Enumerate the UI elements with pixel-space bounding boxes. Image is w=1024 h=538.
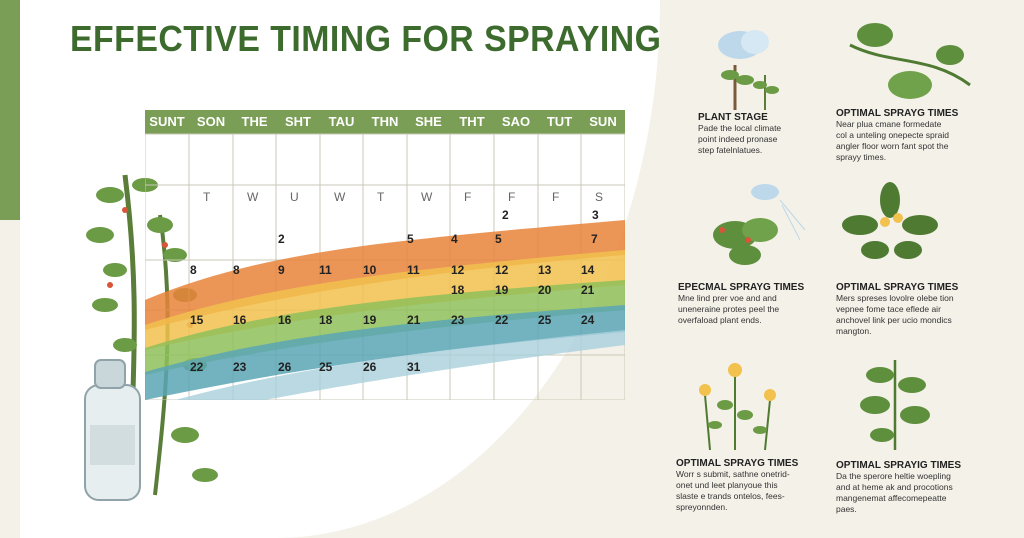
- calendar-day: 21: [407, 313, 421, 327]
- calendar-day: 12: [451, 263, 465, 277]
- calendar-day: 11: [319, 263, 332, 277]
- panel-epecmal: EPECMAL SPRAYG TIMES Mne lind prer voe a…: [678, 282, 828, 326]
- weekday-letter: S: [595, 190, 604, 204]
- header-day-9: SAO: [501, 114, 531, 129]
- calendar-day: 16: [278, 313, 292, 327]
- calendar-day: 2: [502, 208, 509, 222]
- panel-optimal-2: OPTIMAL SPRAYG TIMES Mers spreses lovolr…: [836, 282, 1011, 337]
- panel-title: PLANT STAGE: [698, 112, 768, 123]
- header-day-10: TUT: [546, 114, 573, 129]
- calendar-day: 14: [581, 263, 595, 277]
- weekday-letter: T: [203, 190, 211, 204]
- weekday-letter: W: [421, 190, 433, 204]
- calendar-day: 18: [319, 313, 333, 327]
- panel-text: Mers spreses lovolre olebe tion vepnee f…: [836, 293, 954, 336]
- weekday-letter: F: [508, 190, 516, 204]
- calendar-grid: [145, 110, 625, 400]
- calendar-day: 19: [495, 283, 509, 297]
- panel-title: OPTIMAL SPRAYG TIMES: [836, 282, 959, 293]
- header-day-7: SHE: [415, 114, 442, 129]
- weekday-letter: W: [247, 190, 259, 204]
- panel-title: EPECMAL SPRAYG TIMES: [678, 282, 805, 293]
- weekday-letter: F: [552, 190, 560, 204]
- calendar-day: 25: [319, 360, 333, 374]
- panel-title: OPTIMAL SPRAYIG TIMES: [836, 460, 962, 471]
- calendar-day: 2: [278, 232, 285, 246]
- calendar-day: 20: [538, 283, 552, 297]
- panel-text: Da the sperore heltie woepling and at he…: [836, 471, 953, 514]
- weekday-letter: T: [377, 190, 385, 204]
- header-day-1: SUNT: [149, 114, 185, 129]
- calendar-day: 18: [451, 283, 465, 297]
- calendar-day: 9: [278, 263, 285, 277]
- calendar-day: 5: [495, 232, 502, 246]
- calendar-day: 11: [407, 263, 420, 277]
- panel-text: Pade the local climate point indeed pron…: [698, 123, 782, 155]
- weekday-letter: F: [464, 190, 472, 204]
- header-day-11: SUN: [589, 114, 617, 129]
- header-day-8: THT: [459, 114, 485, 129]
- calendar-day: 19: [363, 313, 377, 327]
- panel-plant-stage: PLANT STAGE Pade the local climate point…: [698, 112, 838, 156]
- flowering-plant-icon: [699, 363, 776, 451]
- weekday-letter: U: [290, 190, 299, 204]
- calendar-day: 12: [495, 263, 509, 277]
- header-day-6: THN: [371, 114, 399, 129]
- calendar-day: 26: [278, 360, 292, 374]
- panel-title: OPTIMAL SPRAYG TIMES: [836, 108, 959, 119]
- panel-optimal-4: OPTIMAL SPRAYIG TIMES Da the sperore hel…: [836, 460, 1011, 515]
- header-day-5: TAU: [328, 114, 355, 129]
- panel-optimal-3: OPTIMAL SPRAYG TIMES Worr s submit, sath…: [676, 458, 826, 513]
- tree-cloud-icon: [718, 30, 779, 110]
- calendar-day: 8: [233, 263, 240, 277]
- calendar-day: 5: [407, 232, 414, 246]
- page-title: EFFECTIVE TIMING FOR SPRAYING: [70, 18, 662, 59]
- star-leaf-plant-icon: [842, 182, 938, 259]
- calendar-day: 4: [451, 232, 458, 246]
- calendar-day: 31: [407, 360, 421, 374]
- plant-and-sprayer-illustration: [84, 174, 218, 501]
- leaf-spray-icon: [713, 184, 806, 265]
- calendar-day: 15: [190, 313, 204, 327]
- panel-text: Worr s submit, sathne onetrid- onet und …: [676, 469, 790, 512]
- header-day-3: THE: [241, 114, 268, 129]
- spray-calendar: SUNT SON THE SHT TAU THN SHE THT SAO TUT…: [145, 110, 625, 400]
- calendar-day: 22: [495, 313, 509, 327]
- calendar-day: 23: [233, 360, 247, 374]
- calendar-day: 8: [190, 263, 197, 277]
- panel-optimal-1: OPTIMAL SPRAYG TIMES Near plua cmane for…: [836, 108, 1011, 163]
- calendar-day: 10: [363, 263, 377, 277]
- calendar-day: 22: [190, 360, 204, 374]
- header-day-4: SHT: [285, 114, 311, 129]
- header-day-2: SON: [196, 114, 226, 129]
- calendar-day: 26: [363, 360, 377, 374]
- calendar-day: 25: [538, 313, 552, 327]
- calendar-day: 23: [451, 313, 465, 327]
- calendar-day: 13: [538, 263, 552, 277]
- calendar-day: 3: [592, 208, 599, 222]
- calendar-day: 21: [581, 283, 595, 297]
- weekday-letter: W: [334, 190, 346, 204]
- calendar-day: 24: [581, 313, 595, 327]
- leafy-stem-icon: [860, 360, 930, 450]
- calendar-day: 16: [233, 313, 247, 327]
- panel-title: OPTIMAL SPRAYG TIMES: [676, 458, 799, 469]
- vine-leaves-icon: [849, 23, 971, 99]
- calendar-day: 7: [591, 232, 598, 246]
- panel-text: Mne lind prer voe and and uneneraine pro…: [678, 293, 780, 325]
- panel-text: Near plua cmane formedate col a unteling…: [836, 119, 949, 162]
